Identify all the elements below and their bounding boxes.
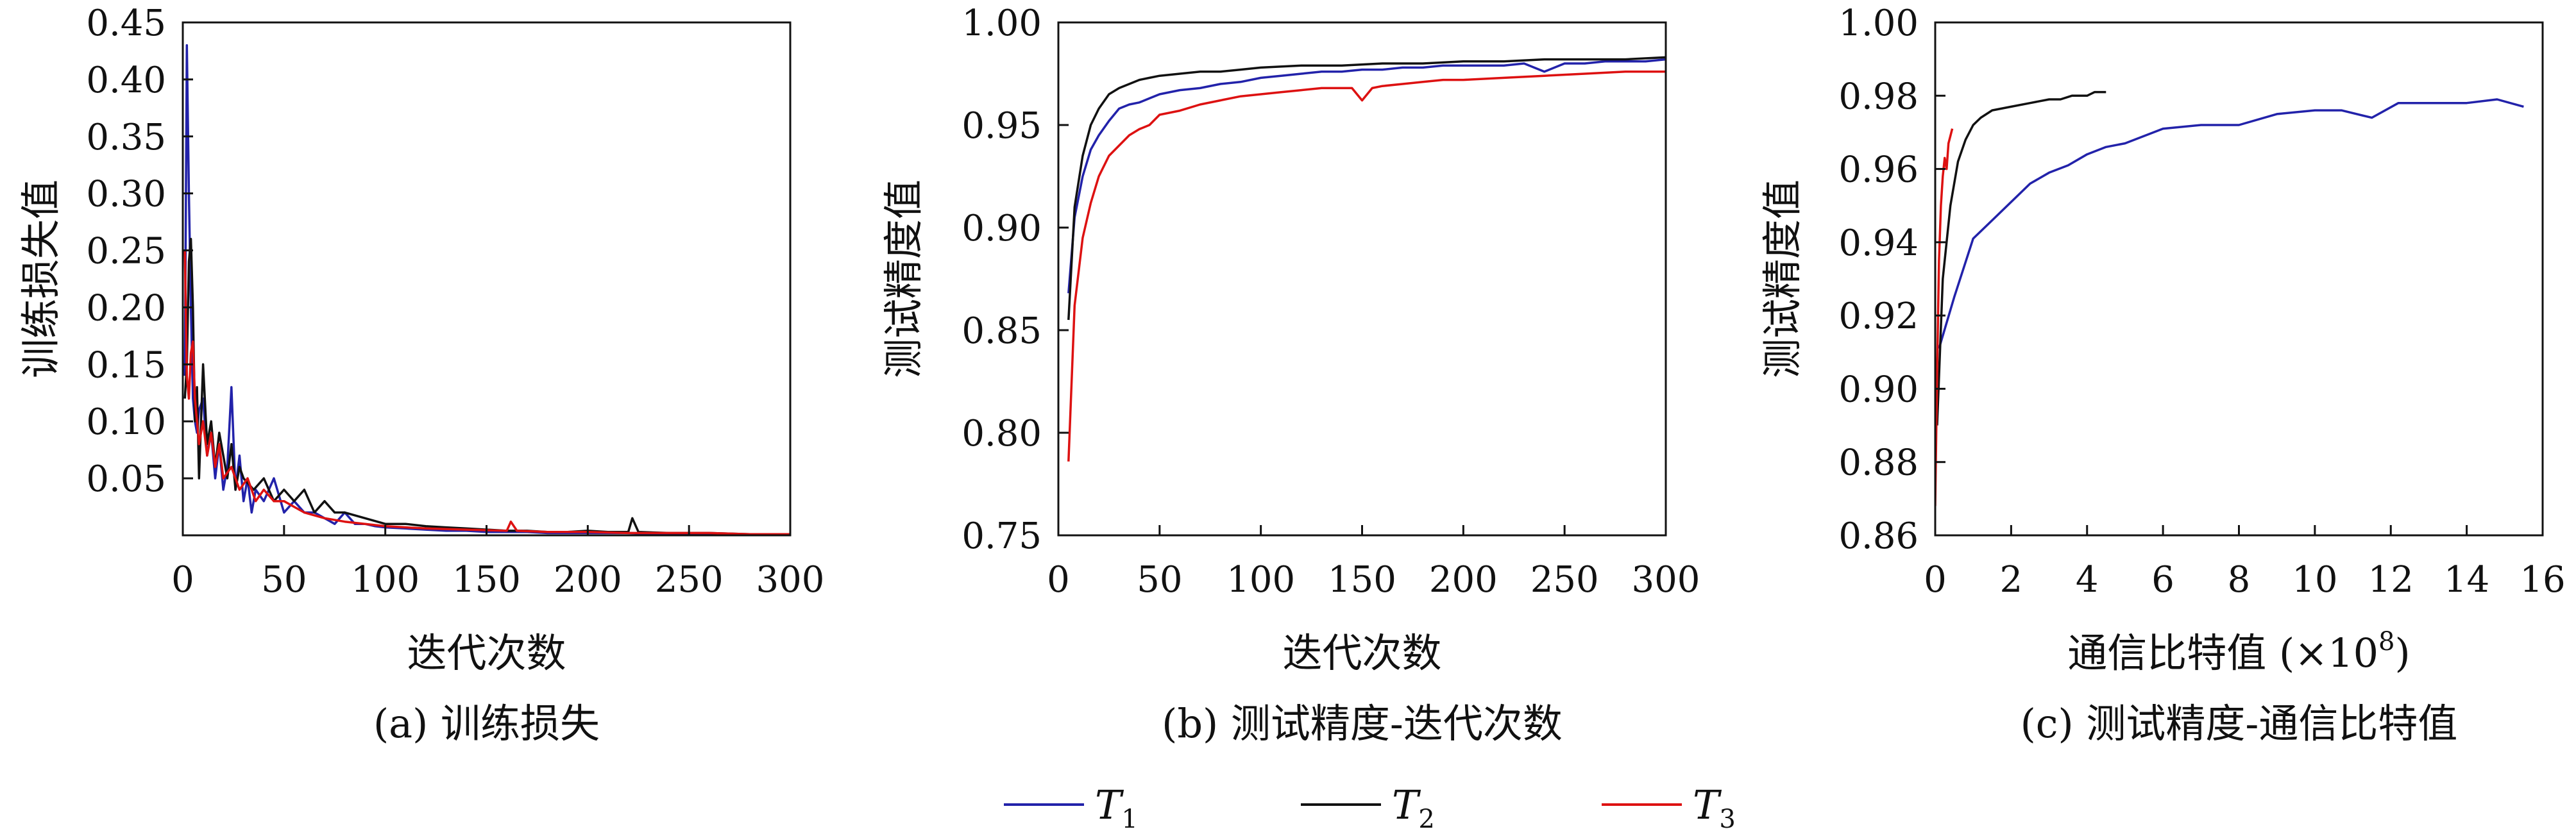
y-tick-label: 1.00 [962, 3, 1042, 44]
x-tick-label: 150 [452, 559, 521, 601]
legend-label: T2 [1392, 782, 1435, 833]
y-tick-label: 0.92 [1838, 296, 1919, 337]
x-tick-label: 10 [2292, 559, 2337, 601]
x-tick-label: 14 [2444, 559, 2489, 601]
x-tick-label: 12 [2368, 559, 2414, 601]
y-tick-label: 0.90 [1838, 369, 1919, 410]
y-tick-label: 0.35 [86, 117, 166, 158]
y-axis-label: 训练损失值 [17, 180, 64, 378]
series-line-t2 [1067, 56, 1666, 321]
chart-acc-bits: 0 2 4 6 8 10 12 14 16 0.86 0.88 0.90 0.92 0.94 0.96 0.9… [1759, 3, 2566, 747]
y-tick-label: 0.80 [962, 413, 1042, 455]
plot-frame [182, 21, 792, 537]
legend-label: T1 [1095, 782, 1138, 833]
series-line-t3 [1935, 128, 1954, 506]
x-tick-label: 8 [2228, 559, 2251, 601]
series-line-t1 [1938, 98, 2524, 349]
x-tick-label: 300 [1632, 559, 1700, 601]
series-line-t1 [183, 44, 790, 535]
chart-loss: 0 50 100 150 200 250 300 0.05 0.10 0.15 0.20 0.25 0.… [17, 3, 824, 747]
panel-caption: (b) 测试精度-迭代次数 [1162, 700, 1563, 747]
x-tick-label: 250 [1530, 559, 1599, 601]
y-tick-label: 0.96 [1838, 149, 1919, 191]
x-tick-label: 250 [655, 559, 724, 601]
panel-caption: (a) 训练损失 [373, 700, 600, 747]
x-tick-label: 300 [756, 559, 825, 601]
legend-label: T3 [1693, 782, 1736, 833]
y-tick-label: 0.86 [1838, 515, 1919, 557]
y-tick-label: 0.10 [86, 401, 166, 443]
x-tick-label: 50 [261, 559, 307, 601]
y-axis-label: 测试精度值 [1759, 180, 1806, 378]
x-tick-label: 0 [1924, 559, 1947, 601]
series-line-t1 [1067, 58, 1666, 294]
x-tick-label: 16 [2520, 559, 2565, 601]
x-tick-label: 2 [2000, 559, 2023, 601]
series-line-t2 [183, 238, 790, 535]
y-tick-label: 0.40 [86, 60, 166, 101]
y-tick-label: 0.15 [86, 344, 166, 386]
y-tick-label: 1.00 [1838, 3, 1919, 44]
y-tick-label: 0.94 [1838, 222, 1919, 264]
x-tick-label: 200 [1429, 559, 1498, 601]
y-tick-label: 0.20 [86, 287, 166, 329]
y-tick-label: 0.98 [1838, 76, 1919, 117]
y-tick-label: 0.85 [962, 310, 1042, 352]
plot-frame [1934, 21, 2544, 537]
x-tick-label: 150 [1328, 559, 1396, 601]
series-line-t3 [1067, 71, 1666, 462]
y-tick-label: 0.45 [86, 3, 166, 44]
x-tick-label: 0 [171, 559, 194, 601]
legend: T1 T2 T3 [1004, 782, 1736, 834]
y-tick-label: 0.90 [962, 208, 1042, 249]
chart-acc-iter: 0 50 100 150 200 250 300 0.75 0.80 0.85 0.90 0.95 1.… [880, 3, 1700, 747]
y-tick-label: 0.30 [86, 174, 166, 215]
x-tick-label: 200 [554, 559, 622, 601]
panel-caption: (c) 测试精度-通信比特值 [2021, 700, 2458, 747]
y-tick-label: 0.95 [962, 105, 1042, 147]
y-tick-label: 0.75 [962, 515, 1042, 557]
y-tick-label: 0.25 [86, 231, 166, 272]
x-axis-label: 迭代次数 [407, 630, 566, 676]
x-tick-label: 100 [1226, 559, 1295, 601]
y-tick-label: 0.88 [1838, 442, 1919, 484]
x-tick-label: 0 [1047, 559, 1070, 601]
x-axis-label: 迭代次数 [1282, 630, 1441, 676]
x-tick-label: 100 [351, 559, 419, 601]
y-axis-label: 测试精度值 [880, 180, 927, 378]
y-tick-label: 0.05 [86, 458, 166, 500]
series-line-t3 [183, 250, 790, 535]
x-axis-label: 通信比特值 (×108) [2067, 627, 2410, 676]
x-tick-label: 4 [2076, 559, 2099, 601]
x-tick-label: 6 [2151, 559, 2174, 601]
x-tick-label: 50 [1137, 559, 1182, 601]
series-line-t2 [1936, 90, 2106, 426]
